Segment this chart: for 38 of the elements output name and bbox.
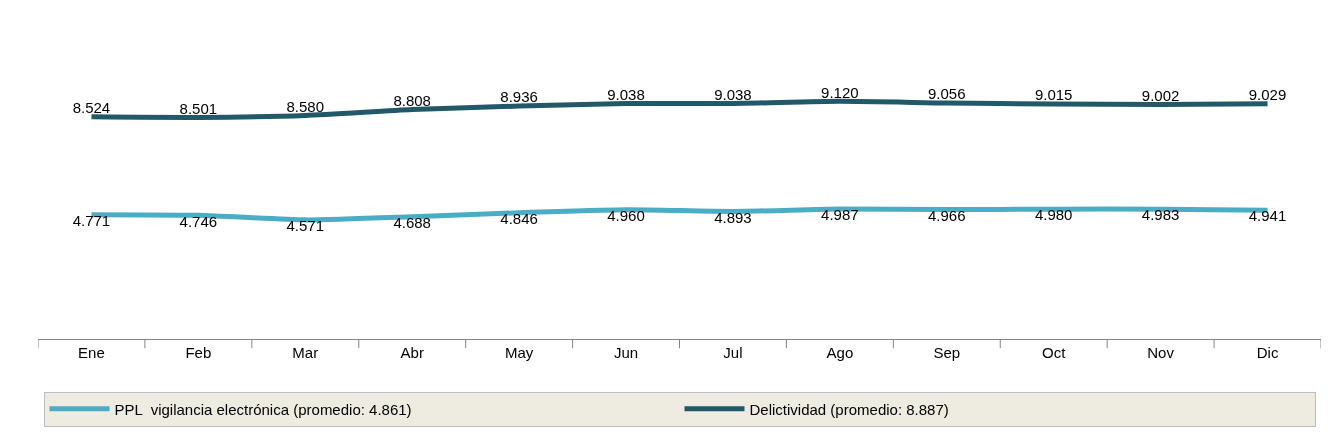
x-tick-label: Jun bbox=[613, 344, 639, 361]
data-label: 9.029 bbox=[1248, 85, 1287, 103]
data-label: 9.038 bbox=[714, 85, 752, 103]
data-label: 4.983 bbox=[1141, 206, 1180, 224]
x-tick-label: Abr bbox=[400, 344, 424, 361]
x-tick-label: Ago bbox=[826, 344, 854, 361]
data-label: 9.015 bbox=[1034, 86, 1073, 104]
data-label: 8.808 bbox=[393, 91, 431, 109]
data-label: 4.771 bbox=[72, 211, 111, 229]
x-tick-label: Nov bbox=[1147, 344, 1175, 361]
data-label: 8.524 bbox=[72, 99, 111, 117]
x-tick-label: May bbox=[504, 344, 534, 361]
legend-label: PPL vigilancia electrónica (promedio: 4.861) bbox=[114, 400, 412, 418]
data-label: 4.941 bbox=[1248, 207, 1287, 225]
data-label: 4.960 bbox=[607, 206, 645, 224]
data-label: 4.966 bbox=[928, 206, 966, 224]
data-label: 8.936 bbox=[500, 88, 538, 106]
data-label: 4.987 bbox=[821, 206, 859, 224]
data-label: 4.893 bbox=[714, 208, 752, 226]
data-label: 4.746 bbox=[179, 212, 218, 230]
data-label: 4.846 bbox=[500, 209, 538, 227]
x-tick-label: Feb bbox=[185, 344, 212, 361]
x-tick-label: Ene bbox=[78, 344, 105, 361]
x-tick-label: Mar bbox=[292, 344, 319, 361]
data-label: 4.571 bbox=[286, 217, 325, 235]
x-tick-label: Dic bbox=[1256, 344, 1279, 361]
x-tick-label: Jul bbox=[723, 344, 743, 361]
data-label: 9.056 bbox=[928, 85, 966, 103]
legend-label: Delictividad (promedio: 8.887) bbox=[749, 400, 949, 418]
data-label: 9.120 bbox=[821, 83, 859, 101]
data-label: 4.688 bbox=[393, 214, 431, 232]
x-tick-label: Sep bbox=[933, 344, 961, 361]
data-label: 4.980 bbox=[1034, 206, 1073, 224]
data-label: 9.002 bbox=[1141, 86, 1180, 104]
data-label: 8.580 bbox=[286, 97, 325, 115]
data-label: 8.501 bbox=[179, 99, 218, 117]
data-label: 9.038 bbox=[607, 85, 645, 103]
x-tick-label: Oct bbox=[1042, 344, 1067, 361]
